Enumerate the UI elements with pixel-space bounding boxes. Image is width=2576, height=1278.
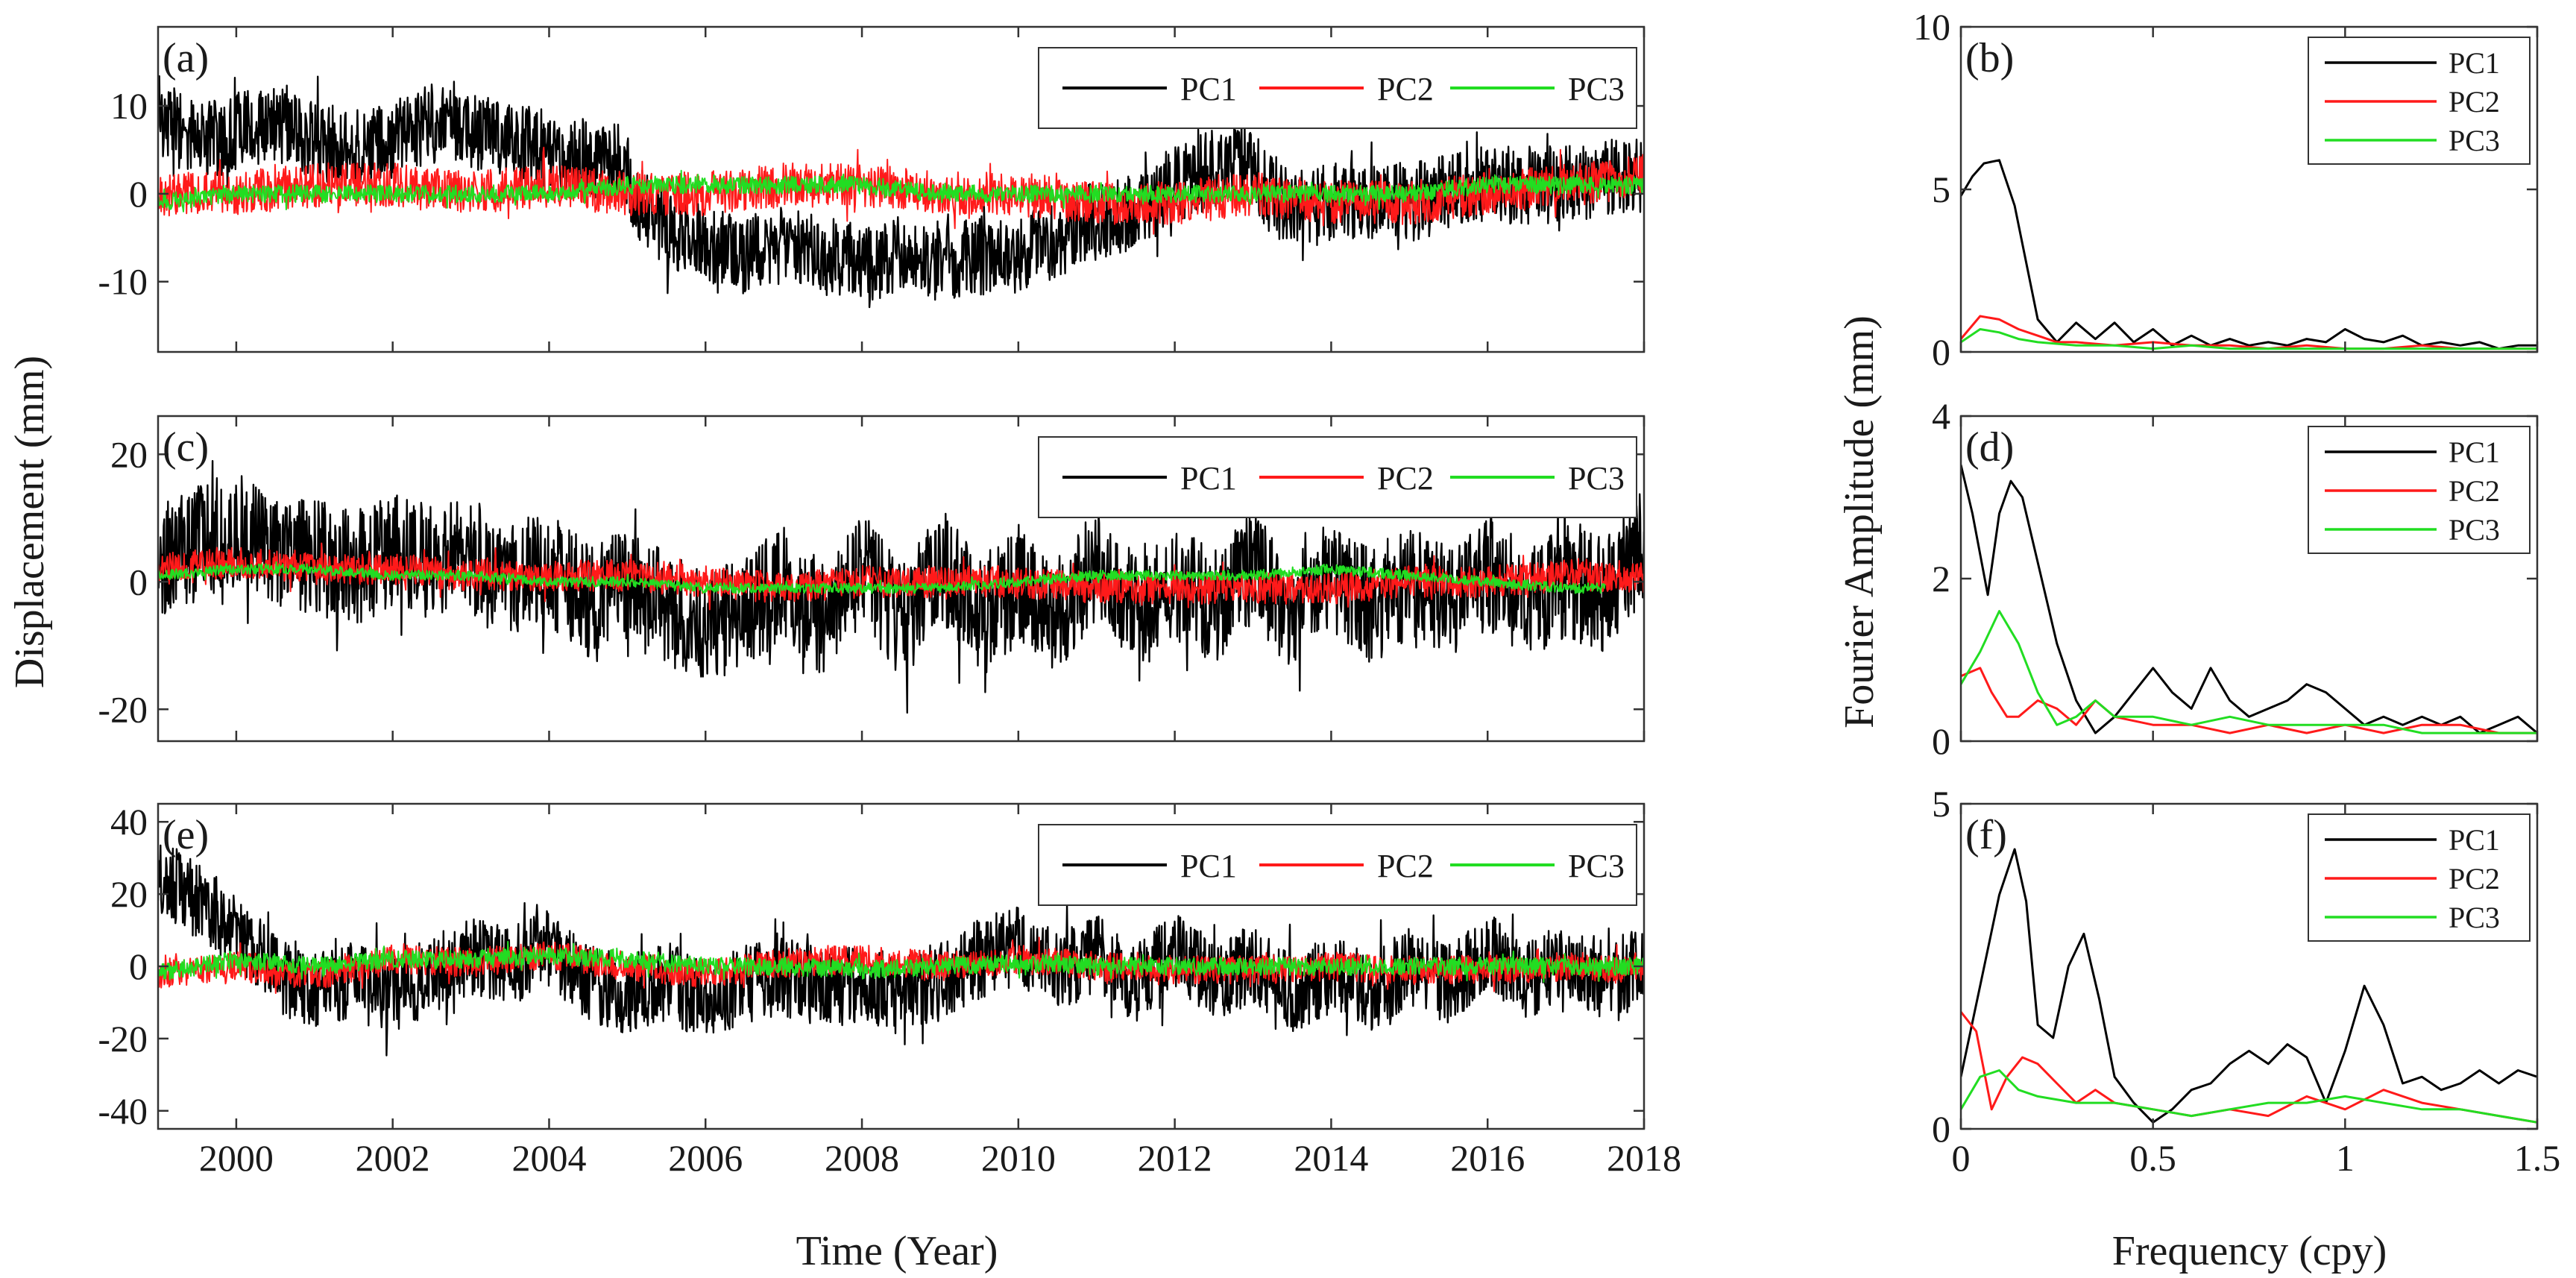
legend-label-pc3: PC3 <box>1568 848 1625 884</box>
legend-c: PC1 PC2 PC3 <box>1038 436 1637 518</box>
panel-e: -40 -20 0 20 40 2000 2002 2004 2006 2008 2010 2012 2… <box>98 801 1681 1179</box>
legend-d: PC1 PC2 PC3 <box>2308 426 2531 554</box>
xtick-label-f: 1.5 <box>2514 1137 2561 1179</box>
legend-label-pc3: PC3 <box>2449 513 2500 547</box>
series-pc1-line-e <box>158 844 1644 1057</box>
panel-label-d: (d) <box>1965 424 2014 470</box>
legend-label-pc1: PC1 <box>2449 823 2500 857</box>
ytick-label-c: -20 <box>98 688 148 730</box>
xtick-label-f: 1 <box>2336 1137 2355 1179</box>
ytick-label-b: 10 <box>1913 6 1950 48</box>
series-pc3-line-e <box>158 940 1644 983</box>
legend-label-pc3: PC3 <box>1568 71 1625 107</box>
xtick-label-e: 2006 <box>668 1137 743 1179</box>
legend-label-pc2: PC2 <box>1377 848 1434 884</box>
xtick-label-f: 0 <box>1952 1137 1971 1179</box>
plot-area-c <box>158 460 1644 714</box>
time-ylabel: Displacement (mm) <box>7 356 53 688</box>
ytick-label-b: 5 <box>1932 169 1950 210</box>
ytick-label-a: 10 <box>110 85 148 127</box>
legend-label-pc2: PC2 <box>1377 71 1434 107</box>
axes-frame-a <box>157 25 1646 353</box>
axes-frame-f <box>1959 802 2539 1130</box>
axes-frame-c <box>157 415 1646 743</box>
plot-area-a <box>158 75 1644 309</box>
legend-label-pc3: PC3 <box>2449 901 2500 934</box>
xtick-label-e: 2012 <box>1138 1137 1212 1179</box>
legend-e: PC1 PC2 PC3 <box>1038 824 1637 906</box>
ytick-label-b: 0 <box>1932 331 1950 373</box>
ytick-label-f: 0 <box>1932 1108 1950 1150</box>
series-pc1-line-d <box>1961 465 2537 734</box>
legend-label-pc2: PC2 <box>1377 460 1434 497</box>
legend-label-pc2: PC2 <box>2449 862 2500 895</box>
panel-c: -20 0 20 (c) PC1 PC2 PC3 <box>98 415 1646 743</box>
ytick-label-a: 0 <box>129 173 148 215</box>
ytick-label-a: -10 <box>98 261 148 303</box>
ytick-label-c: 20 <box>110 433 148 475</box>
panel-a: -10 0 10 (a) PC1 PC2 PC3 <box>98 25 1646 353</box>
series-pc2-line-d <box>1961 667 2537 734</box>
plot-area-f <box>1961 848 2537 1124</box>
series-pc1-line-b <box>1961 159 2537 350</box>
legend-label-pc3: PC3 <box>2449 124 2500 157</box>
legend-label-pc1: PC1 <box>1180 71 1237 107</box>
freq-ylabel: Fourier Amplitude (mm) <box>1836 315 1883 728</box>
xtick-label-e: 2016 <box>1450 1137 1525 1179</box>
ytick-label-e: 20 <box>110 873 148 915</box>
panel-label-b: (b) <box>1965 35 2014 81</box>
legend-label-pc2: PC2 <box>2449 85 2500 119</box>
time-xlabel: Time (Year) <box>796 1228 998 1274</box>
legend-f: PC1 PC2 PC3 <box>2308 813 2531 942</box>
panel-b: 0 5 10 (b) PC1 PC2 PC3 <box>1913 6 2539 373</box>
xtick-label-e: 2018 <box>1607 1137 1681 1179</box>
series-pc1-line-f <box>1961 848 2537 1124</box>
ytick-label-f: 5 <box>1932 783 1950 825</box>
panel-label-a: (a) <box>163 35 209 81</box>
legend-label-pc3: PC3 <box>1568 460 1625 497</box>
plot-area-d <box>1961 465 2537 734</box>
ytick-label-e: 40 <box>110 801 148 843</box>
xtick-label-e: 2004 <box>511 1137 586 1179</box>
xtick-label-e: 2010 <box>981 1137 1056 1179</box>
series-pc3-line-a <box>158 169 1644 213</box>
panel-label-e: (e) <box>163 812 209 858</box>
legend-a: PC1 PC2 PC3 <box>1038 47 1637 129</box>
ytick-label-e: -20 <box>98 1018 148 1060</box>
xtick-label-e: 2008 <box>825 1137 899 1179</box>
panel-d: 0 2 4 (d) PC1 PC2 PC3 <box>1932 395 2539 762</box>
xtick-label-f: 0.5 <box>2129 1137 2176 1179</box>
series-pc3-line-b <box>1961 328 2537 350</box>
series-pc3-line-f <box>1961 1069 2537 1124</box>
ytick-label-e: 0 <box>129 945 148 987</box>
plot-area-e <box>158 844 1644 1057</box>
panel-label-f: (f) <box>1965 812 2007 858</box>
legend-label-pc1: PC1 <box>2449 46 2500 80</box>
legend-label-pc1: PC1 <box>1180 848 1237 884</box>
ytick-label-d: 2 <box>1932 558 1950 599</box>
ytick-label-e: -40 <box>98 1090 148 1132</box>
panel-f: 0 5 0 0.5 1 1.5 (f) PC1 PC2 PC3 <box>1932 783 2560 1179</box>
panel-label-c: (c) <box>163 424 209 470</box>
series-pc1-line-a <box>158 75 1644 309</box>
series-pc3-line-d <box>1961 610 2537 734</box>
xtick-label-e: 2002 <box>356 1137 430 1179</box>
xtick-label-e: 2014 <box>1294 1137 1368 1179</box>
series-pc3-line-c <box>158 561 1606 594</box>
legend-label-pc2: PC2 <box>2449 474 2500 508</box>
xtick-label-e: 2000 <box>199 1137 274 1179</box>
ytick-label-c: 0 <box>129 561 148 602</box>
plot-area-b <box>1961 159 2537 350</box>
ytick-label-d: 4 <box>1932 395 1950 437</box>
freq-xlabel: Frequency (cpy) <box>2112 1228 2387 1274</box>
legend-label-pc1: PC1 <box>2449 435 2500 469</box>
legend-label-pc1: PC1 <box>1180 460 1237 497</box>
legend-b: PC1 PC2 PC3 <box>2308 37 2531 165</box>
ytick-label-d: 0 <box>1932 720 1950 762</box>
